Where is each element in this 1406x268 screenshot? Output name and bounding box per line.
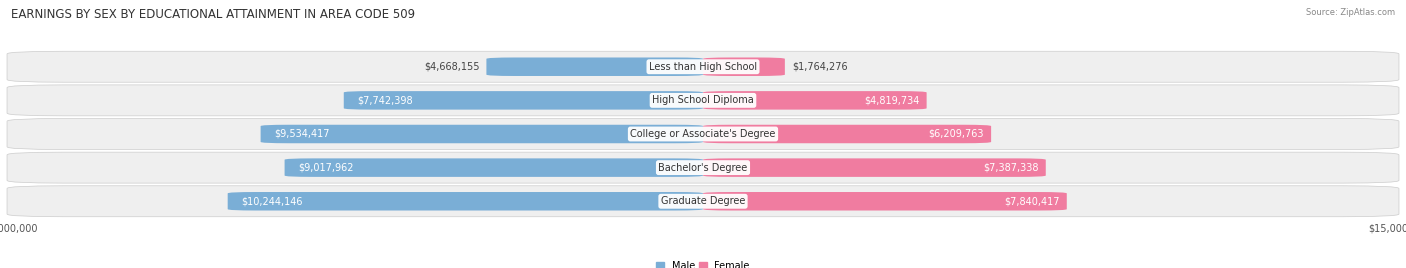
FancyBboxPatch shape: [7, 152, 1399, 183]
Text: $6,209,763: $6,209,763: [928, 129, 984, 139]
FancyBboxPatch shape: [703, 125, 991, 143]
Text: Graduate Degree: Graduate Degree: [661, 196, 745, 206]
Text: Bachelor's Degree: Bachelor's Degree: [658, 163, 748, 173]
Text: EARNINGS BY SEX BY EDUCATIONAL ATTAINMENT IN AREA CODE 509: EARNINGS BY SEX BY EDUCATIONAL ATTAINMEN…: [11, 8, 415, 21]
Text: High School Diploma: High School Diploma: [652, 95, 754, 105]
Text: $7,387,338: $7,387,338: [983, 163, 1039, 173]
Legend: Male, Female: Male, Female: [652, 257, 754, 268]
Text: Less than High School: Less than High School: [650, 62, 756, 72]
FancyBboxPatch shape: [486, 58, 703, 76]
FancyBboxPatch shape: [284, 158, 703, 177]
FancyBboxPatch shape: [7, 186, 1399, 217]
FancyBboxPatch shape: [7, 85, 1399, 116]
FancyBboxPatch shape: [7, 51, 1399, 82]
FancyBboxPatch shape: [228, 192, 703, 210]
Text: $1,764,276: $1,764,276: [792, 62, 848, 72]
Text: $9,017,962: $9,017,962: [298, 163, 354, 173]
Text: $7,840,417: $7,840,417: [1004, 196, 1060, 206]
FancyBboxPatch shape: [260, 125, 703, 143]
Text: $4,668,155: $4,668,155: [425, 62, 479, 72]
FancyBboxPatch shape: [703, 58, 785, 76]
FancyBboxPatch shape: [703, 192, 1067, 210]
Text: College or Associate's Degree: College or Associate's Degree: [630, 129, 776, 139]
Text: $10,244,146: $10,244,146: [242, 196, 304, 206]
Text: $9,534,417: $9,534,417: [274, 129, 330, 139]
Text: $7,742,398: $7,742,398: [357, 95, 413, 105]
FancyBboxPatch shape: [703, 91, 927, 110]
FancyBboxPatch shape: [7, 118, 1399, 150]
FancyBboxPatch shape: [703, 158, 1046, 177]
Text: $4,819,734: $4,819,734: [865, 95, 920, 105]
FancyBboxPatch shape: [344, 91, 703, 110]
Text: Source: ZipAtlas.com: Source: ZipAtlas.com: [1306, 8, 1395, 17]
